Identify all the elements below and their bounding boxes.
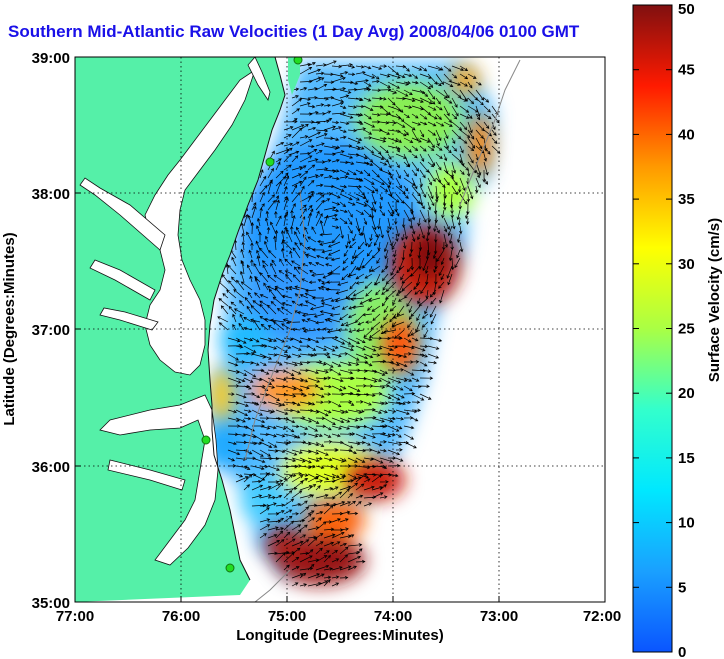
map-title: Southern Mid-Atlantic Raw Velocities (1 … [8,22,580,41]
bathymetry-contours [244,59,521,602]
colorbar-tick-label: 10 [678,515,695,532]
velocity-arrow-set [217,60,501,587]
station-marker [225,563,235,573]
colorbar-tick-label: 5 [678,579,686,596]
axis-ticks [75,192,500,602]
x-tick-labels: 77:00 76:00 75:00 74:00 73:00 72:00 [56,608,621,625]
colorbar-tick-label: 20 [678,385,695,402]
station-marker [201,435,211,445]
station-marker [265,157,275,167]
lat-tick: 39:00 [32,50,70,67]
colorbar-tick-label: 30 [678,256,695,273]
colorbar-tick-label: 45 [678,62,695,79]
colorbar-tick-label: 35 [678,191,695,208]
colorbar-tick-label: 40 [678,126,695,143]
y-axis-label: Latitude (Degrees:Minutes) [1,232,18,425]
grid-lines [75,57,605,602]
colorbar-tick-label: 25 [678,321,695,338]
colorbar-tick-label: 50 [678,1,695,18]
lon-tick: 73:00 [480,608,518,625]
lon-tick: 77:00 [56,608,94,625]
lon-tick: 76:00 [162,608,200,625]
colorbar-scale [632,4,673,653]
lat-tick: 35:00 [32,595,70,612]
lon-tick: 72:00 [583,608,621,625]
lat-tick: 37:00 [32,322,70,339]
station-marker [293,57,303,65]
colorbar-tick-label: 0 [678,644,686,659]
lat-tick: 38:00 [32,186,70,203]
velocity-vectors [217,60,501,587]
lon-tick: 74:00 [374,608,412,625]
colorbar-tick-label: 15 [678,450,695,467]
lat-tick: 36:00 [32,459,70,476]
lon-tick: 75:00 [268,608,306,625]
hf-radar-stations [201,57,303,573]
x-axis-label: Longitude (Degrees:Minutes) [236,627,444,644]
colorbar-label: Surface Velocity (cm/s) [706,218,723,382]
y-tick-labels: 39:00 38:00 37:00 36:00 35:00 [32,50,70,612]
